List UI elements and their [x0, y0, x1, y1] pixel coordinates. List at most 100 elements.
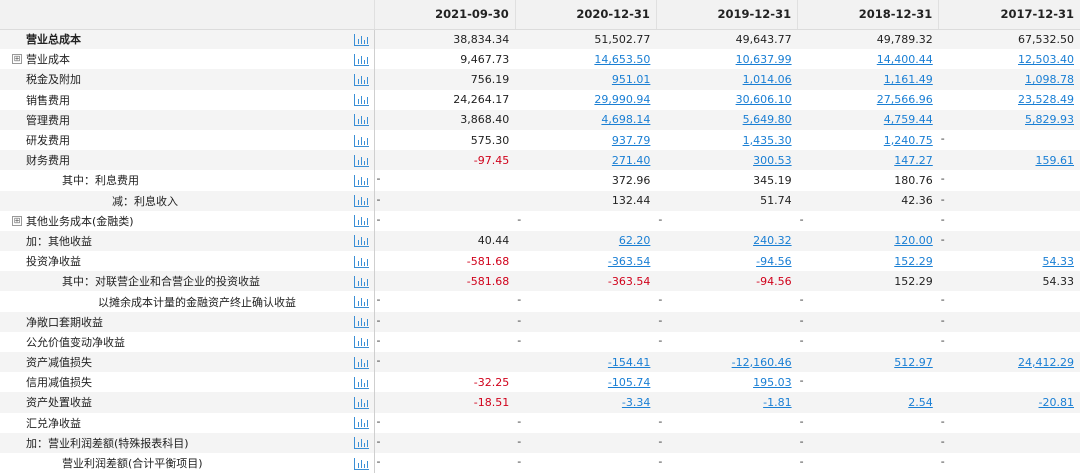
bar-chart-icon[interactable]	[354, 215, 370, 228]
value-text: 2.54	[908, 395, 933, 409]
column-header-date[interactable]: 2017-12-31	[938, 0, 1080, 30]
bar-chart-icon[interactable]	[354, 94, 370, 107]
value-link[interactable]: 147.27	[797, 150, 939, 171]
chart-icon-cell	[350, 29, 375, 50]
bar-chart-icon[interactable]	[354, 457, 370, 470]
empty-marker: -	[940, 131, 945, 145]
bar-chart-icon[interactable]	[354, 33, 370, 46]
value-link[interactable]: 2.54	[797, 392, 939, 413]
empty-marker: -	[940, 454, 945, 468]
value-link[interactable]: 1,435.30	[656, 129, 798, 151]
bar-chart-icon[interactable]	[354, 437, 370, 450]
chart-icon-cell	[350, 412, 375, 433]
value-cell: -581.68	[374, 251, 516, 272]
value-link[interactable]: 300.53	[656, 150, 798, 171]
value-link[interactable]: -154.41	[515, 352, 657, 373]
empty-marker: -	[517, 293, 522, 307]
empty-marker: -	[376, 313, 381, 327]
value-text: 12,503.40	[1018, 52, 1074, 66]
bar-chart-icon[interactable]	[354, 114, 370, 127]
value-link[interactable]: 159.61	[938, 150, 1080, 171]
value-cell: -	[374, 412, 516, 433]
value-cell: 345.19	[656, 170, 798, 191]
column-header-date[interactable]: 2019-12-31	[655, 0, 798, 30]
bar-chart-icon[interactable]	[354, 396, 370, 409]
value-link[interactable]: 1,014.06	[656, 69, 798, 90]
value-text: 23,528.49	[1018, 93, 1074, 107]
value-link[interactable]: 937.79	[515, 129, 657, 151]
value-link[interactable]: 5,829.93	[938, 109, 1080, 130]
column-header-date[interactable]: 2021-09-30	[373, 0, 516, 30]
bar-chart-icon[interactable]	[354, 417, 370, 430]
value-text: 5,829.93	[1025, 113, 1074, 127]
value-link[interactable]: -94.56	[656, 251, 798, 272]
value-link[interactable]: 1,240.75	[797, 129, 939, 151]
value-link[interactable]: 30,606.10	[656, 89, 798, 110]
expand-icon[interactable]: ⊞	[12, 54, 22, 65]
value-link[interactable]: 512.97	[797, 352, 939, 373]
value-link[interactable]: 24,412.29	[938, 352, 1080, 373]
bar-chart-icon[interactable]	[354, 356, 370, 369]
value-link[interactable]: 14,400.44	[797, 49, 939, 70]
empty-marker: -	[517, 212, 522, 226]
bar-chart-icon[interactable]	[354, 376, 370, 389]
value-link[interactable]: 12,503.40	[938, 49, 1080, 70]
table-row: 减：利息收入 -132.44 51.74 42.36-	[0, 190, 1080, 211]
value-link[interactable]: -105.74	[515, 372, 657, 393]
bar-chart-icon[interactable]	[354, 134, 370, 147]
value-text: 67,532.50	[1018, 32, 1074, 46]
value-cell: -	[797, 311, 939, 332]
row-label-cell: 营业总成本	[0, 29, 351, 50]
value-text: 4,759.44	[883, 113, 933, 127]
value-link[interactable]: -1.81	[656, 392, 798, 413]
row-label-cell: 销售费用	[0, 89, 351, 110]
value-link[interactable]: 62.20	[515, 230, 657, 252]
bar-chart-icon[interactable]	[354, 174, 370, 187]
value-link[interactable]: 29,990.94	[515, 89, 657, 110]
empty-marker: -	[799, 434, 804, 448]
bar-chart-icon[interactable]	[354, 195, 370, 208]
value-link[interactable]: -20.81	[938, 392, 1080, 413]
value-link[interactable]: 54.33	[938, 251, 1080, 272]
value-link[interactable]: 195.03	[656, 372, 798, 393]
value-link[interactable]: 120.00	[797, 230, 939, 252]
empty-marker: -	[658, 333, 663, 347]
table-row: 加：其他收益 40.44 62.20 240.32 120.00-	[0, 230, 1080, 252]
bar-chart-icon[interactable]	[354, 275, 370, 288]
value-link[interactable]: 10,637.99	[656, 49, 798, 70]
bar-chart-icon[interactable]	[354, 235, 370, 248]
value-link[interactable]: -3.34	[515, 392, 657, 413]
value-link[interactable]: 271.40	[515, 150, 657, 171]
value-link[interactable]: 951.01	[515, 69, 657, 90]
value-cell: 67,532.50	[938, 29, 1080, 50]
row-label-cell: 公允价值变动净收益	[0, 331, 351, 352]
expand-icon[interactable]: ⊞	[12, 215, 22, 226]
empty-marker: -	[940, 172, 945, 186]
value-link[interactable]: 14,653.50	[515, 49, 657, 70]
row-label: 资产减值损失	[26, 356, 92, 370]
value-link[interactable]: 152.29	[797, 251, 939, 272]
value-link[interactable]: 4,698.14	[515, 109, 657, 130]
value-link[interactable]: 27,566.96	[797, 89, 939, 110]
row-label: 研发费用	[26, 134, 70, 148]
bar-chart-icon[interactable]	[354, 296, 370, 309]
column-header-date[interactable]: 2020-12-31	[514, 0, 657, 30]
bar-chart-icon[interactable]	[354, 336, 370, 349]
value-link[interactable]: 5,649.80	[656, 109, 798, 130]
value-link[interactable]: 240.32	[656, 230, 798, 252]
value-link[interactable]: -363.54	[515, 251, 657, 272]
value-link[interactable]: 1,098.78	[938, 69, 1080, 90]
table-row: 其中：对联营企业和合营企业的投资收益 -581.68 -363.54 -94.56 15…	[0, 271, 1080, 292]
column-header-date[interactable]: 2018-12-31	[797, 0, 939, 30]
value-link[interactable]: 4,759.44	[797, 109, 939, 130]
bar-chart-icon[interactable]	[354, 255, 370, 268]
value-text: 4,698.14	[601, 113, 651, 127]
value-link[interactable]: 23,528.49	[938, 89, 1080, 110]
bar-chart-icon[interactable]	[354, 53, 370, 66]
bar-chart-icon[interactable]	[354, 316, 370, 329]
bar-chart-icon[interactable]	[354, 154, 370, 167]
value-link[interactable]: 1,161.49	[797, 69, 939, 90]
value-cell: -	[656, 210, 798, 231]
value-link[interactable]: -12,160.46	[656, 352, 798, 373]
bar-chart-icon[interactable]	[354, 73, 370, 86]
